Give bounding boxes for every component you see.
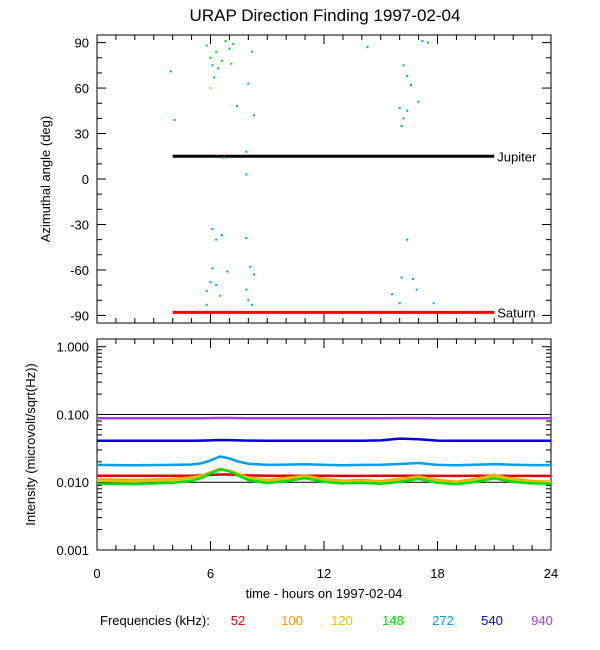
intensity-y-tick-label: 0.001: [56, 543, 89, 558]
azimuth-data-point: [247, 299, 250, 302]
intensity-x-tick-label: 24: [544, 566, 558, 581]
azimuth-data-point: [398, 106, 401, 109]
azimuth-data-point: [245, 173, 248, 176]
azimuth-data-point: [209, 87, 212, 90]
azimuth-data-point: [432, 302, 435, 305]
legend-item-540khz: 540: [481, 613, 503, 628]
azimuth-data-point: [245, 150, 248, 153]
intensity-y-axis-label: Intensity (microvolt/sqrt(Hz)): [23, 363, 38, 526]
azimuth-data-point: [224, 40, 227, 43]
azimuth-y-tick-label: -60: [70, 263, 89, 278]
azimuth-data-point: [247, 82, 250, 85]
series-line-52khz: [97, 473, 551, 478]
reference-label-saturn: Saturn: [497, 305, 535, 320]
frequency-legend: Frequencies (kHz): 52 100 120 148 272 540 940: [100, 613, 553, 628]
intensity-x-tick-label: 0: [93, 566, 100, 581]
azimuth-data-point: [205, 290, 208, 293]
azimuth-data-point: [402, 117, 405, 120]
azimuth-data-point: [245, 288, 248, 291]
azimuth-data-point: [253, 273, 256, 276]
azimuth-data-point: [215, 50, 218, 53]
azimuth-data-point: [406, 238, 409, 241]
series-line-120khz: [96, 468, 552, 484]
intensity-x-tick-label: 6: [207, 566, 214, 581]
azimuth-data-point: [213, 76, 216, 79]
azimuth-data-point: [421, 40, 424, 43]
azimuth-data-point: [251, 303, 254, 306]
intensity-y-tick-label: 1.000: [56, 340, 89, 355]
azimuth-data-point: [215, 238, 218, 241]
azimuth-data-point: [220, 59, 223, 62]
azimuth-data-point: [173, 118, 176, 121]
azimuth-y-tick-label: 90: [75, 36, 89, 51]
azimuth-y-tick-label: 0: [82, 172, 89, 187]
azimuth-data-point: [402, 64, 405, 67]
intensity-panel: 1.000 0.100 0.010 0.001 0 6 12 18 24 Intensity (m…: [23, 338, 558, 601]
azimuth-data-point: [406, 74, 409, 77]
azimuth-y-tick-label: -90: [70, 308, 89, 323]
azimuth-data-point: [398, 302, 401, 305]
azimuth-data-point: [220, 234, 223, 237]
azimuth-data-point: [205, 44, 208, 47]
azimuth-data-point: [230, 62, 233, 65]
legend-item-120khz: 120: [331, 613, 353, 628]
azimuth-data-point: [209, 56, 212, 59]
azimuth-data-point: [217, 67, 220, 70]
azimuth-data-point: [251, 50, 254, 53]
series-line-272khz: [96, 455, 551, 467]
azimuth-data-point: [226, 270, 229, 273]
azimuth-data-point: [391, 293, 394, 296]
azimuth-data-point: [228, 47, 231, 50]
azimuth-data-point: [406, 109, 409, 112]
azimuth-data-point: [232, 43, 235, 46]
intensity-plot-frame: [96, 338, 552, 551]
azimuth-data-point: [417, 100, 420, 103]
legend-item-272khz: 272: [432, 613, 454, 628]
legend-item-100khz: 100: [281, 613, 303, 628]
azimuth-data-point: [400, 276, 403, 279]
azimuth-data-point: [410, 84, 413, 87]
azimuth-y-axis-label: Azimuthal angle (deg): [38, 116, 53, 242]
intensity-x-tick-label: 18: [430, 566, 444, 581]
series-line-540khz: [97, 437, 551, 442]
azimuth-data-point: [427, 41, 430, 44]
azimuth-data-point: [211, 64, 214, 67]
legend-item-940khz: 940: [531, 613, 553, 628]
legend-item-52khz: 52: [231, 613, 245, 628]
azimuth-data-point: [235, 105, 238, 108]
azimuth-data-point: [218, 294, 221, 297]
azimuth-data-point: [249, 265, 252, 268]
azimuth-data-point: [211, 228, 214, 231]
intensity-x-axis-label: time - hours on 1997-02-04: [246, 586, 403, 601]
azimuth-y-tick-label: 30: [75, 127, 89, 142]
azimuth-data-point: [400, 124, 403, 127]
azimuth-data-point: [366, 46, 369, 49]
azimuth-data-point: [411, 278, 414, 281]
azimuth-plot-frame: [96, 34, 552, 324]
azimuth-data-point: [415, 288, 418, 291]
azimuth-data-point: [215, 284, 218, 287]
azimuth-data-point: [245, 237, 248, 240]
intensity-y-tick-label: 0.100: [56, 407, 89, 422]
azimuth-data-point: [205, 303, 208, 306]
legend-title: Frequencies (kHz):: [100, 613, 210, 628]
azimuth-data-point: [222, 156, 225, 159]
azimuth-data-point: [211, 267, 214, 270]
azimuth-data-point: [209, 281, 212, 284]
azimuth-panel: 90 60 30 0 -30 -60 -90 Azimuthal angle (deg) Jup…: [38, 34, 552, 324]
azimuth-y-tick-label: 60: [75, 81, 89, 96]
chart-title: URAP Direction Finding 1997-02-04: [190, 6, 461, 25]
azimuth-y-tick-label: -30: [70, 217, 89, 232]
series-line-148khz: [96, 468, 552, 486]
reference-label-jupiter: Jupiter: [497, 149, 537, 164]
azimuth-data-point: [169, 70, 172, 73]
azimuth-data-point: [253, 114, 256, 117]
legend-item-148khz: 148: [382, 613, 404, 628]
intensity-x-tick-label: 12: [317, 566, 331, 581]
intensity-y-tick-label: 0.010: [56, 475, 89, 490]
